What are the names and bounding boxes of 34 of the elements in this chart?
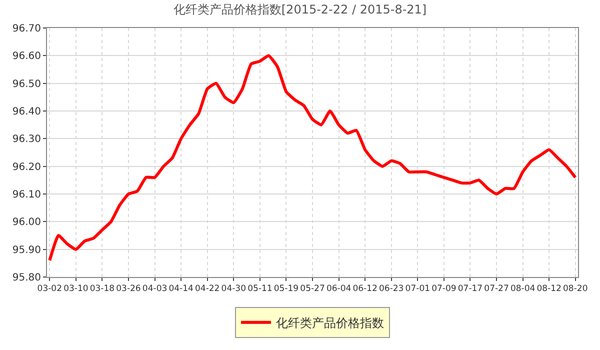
x-tick-label: 03-18 [90, 284, 115, 294]
x-tick-label: 07-17 [458, 284, 483, 294]
x-tick-label: 03-10 [64, 284, 88, 294]
y-tick-label: 96.10 [12, 190, 41, 200]
x-tick-label: 04-03 [142, 284, 168, 294]
x-tick-label: 06-23 [379, 284, 404, 294]
x-tick-label: 04-22 [195, 284, 220, 294]
x-tick-label: 05-11 [248, 284, 272, 294]
x-tick-label: 08-20 [563, 284, 588, 294]
y-tick-label: 96.60 [12, 51, 41, 62]
legend-label: 化纤类产品价格指数 [276, 316, 384, 330]
x-tick-label: 05-19 [274, 284, 299, 294]
chart-title: 化纤类产品价格指数[2015-2-22 / 2015-8-21] [173, 2, 427, 17]
y-tick-label: 96.40 [12, 106, 41, 118]
y-tick-label: 95.90 [12, 244, 41, 256]
x-tick-label: 06-04 [326, 284, 352, 294]
x-tick-label: 04-14 [168, 284, 194, 294]
x-tick-label: 03-26 [116, 284, 141, 294]
y-tick-label: 96.00 [12, 217, 41, 228]
x-tick-label: 07-09 [432, 284, 456, 294]
x-tick-label: 07-01 [405, 284, 430, 294]
x-tick-label: 05-27 [300, 284, 325, 294]
x-tick-label: 07-27 [484, 284, 509, 294]
x-tick-label: 08-04 [510, 284, 536, 294]
y-tick-label: 96.50 [12, 78, 41, 90]
x-tick-label: 06-12 [352, 284, 378, 294]
y-tick-label: 96.70 [12, 24, 41, 34]
line-series [48, 54, 577, 262]
y-tick-label: 96.20 [12, 162, 41, 173]
x-tick-label: 04-30 [221, 284, 246, 294]
x-tick-label: 08-12 [536, 284, 562, 294]
x-tick-label: 03-02 [37, 284, 62, 294]
y-tick-label: 96.30 [12, 134, 41, 146]
y-tick-label: 95.80 [12, 272, 41, 284]
